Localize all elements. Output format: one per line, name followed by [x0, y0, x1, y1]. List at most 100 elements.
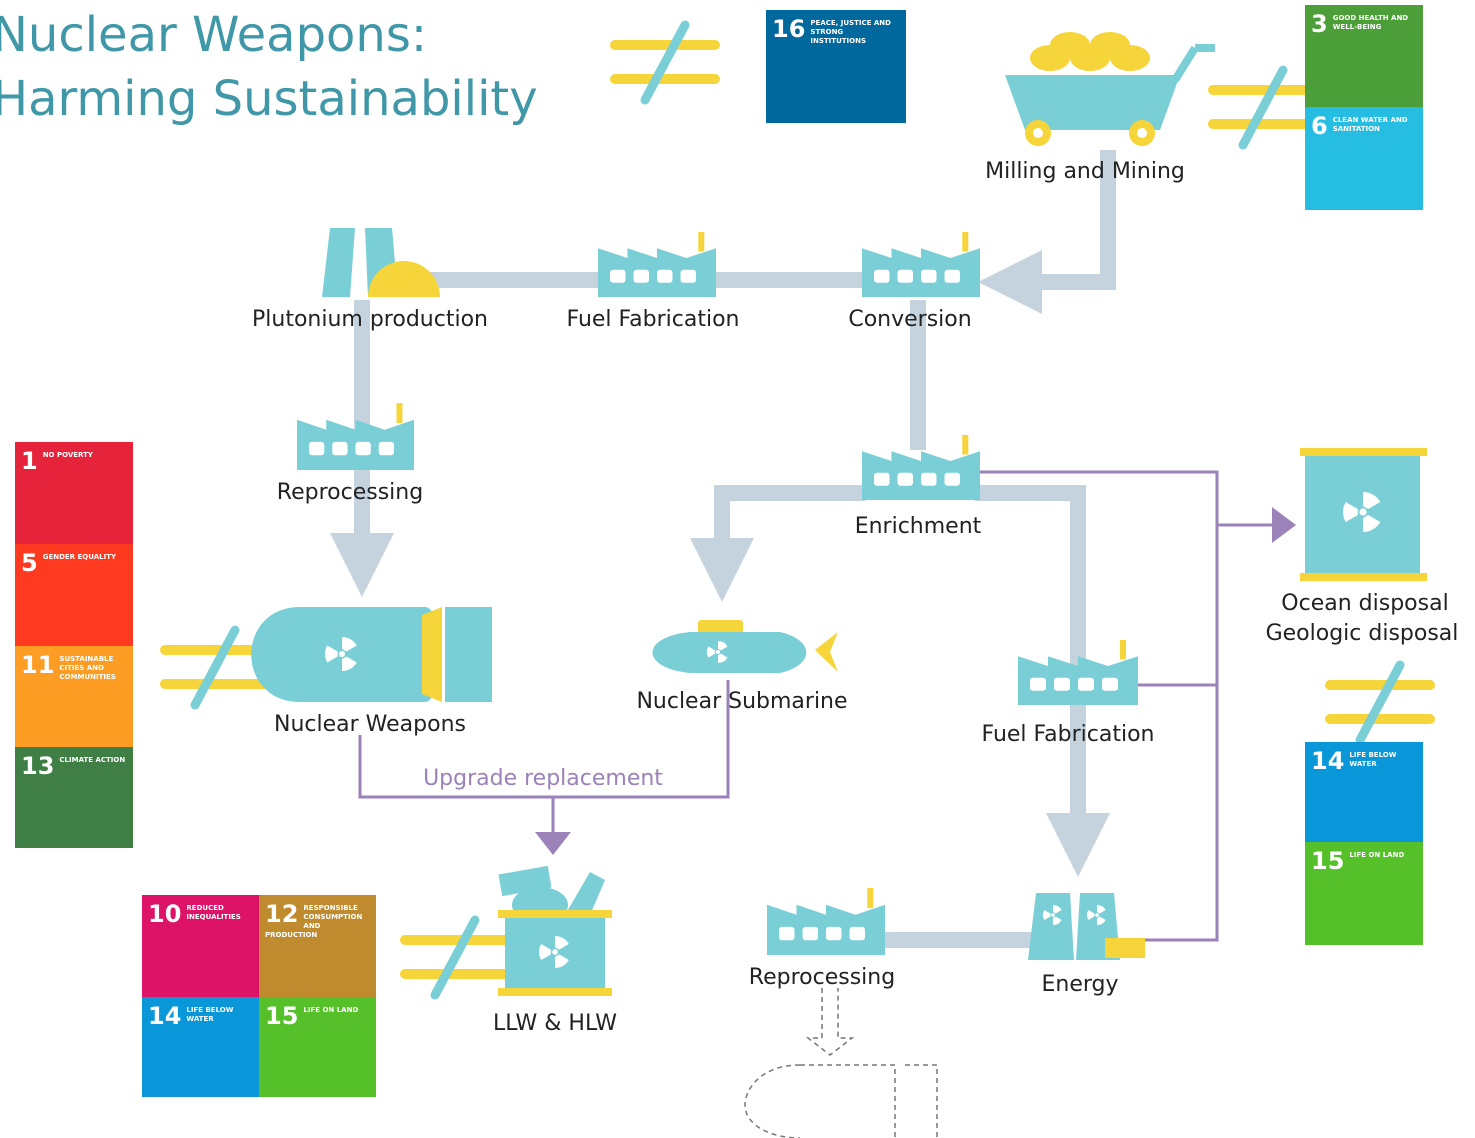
bin-base	[498, 988, 612, 996]
sdg-tile: 6CLEAN WATER AND SANITATION	[1305, 107, 1423, 210]
node-label: Plutonium production	[252, 307, 488, 332]
wheel	[1033, 128, 1043, 138]
sdg-tile: 11SUSTAINABLE CITIES AND COMMUNITIES	[15, 646, 133, 747]
window	[874, 270, 890, 283]
window	[874, 473, 890, 486]
window	[379, 442, 394, 455]
node-label: Conversion	[848, 307, 971, 332]
barrel-rim	[1300, 573, 1427, 581]
not-equal	[400, 969, 510, 979]
not-equal	[645, 25, 685, 100]
trefoil	[716, 650, 720, 654]
node-label: Geologic disposal	[1266, 621, 1459, 646]
arrowhead	[535, 832, 571, 855]
window	[1102, 678, 1118, 691]
tower	[1028, 893, 1074, 960]
sdg-number: 16	[772, 16, 805, 42]
waste-item	[565, 872, 605, 915]
node-label: Milling and Mining	[985, 159, 1185, 184]
window	[1078, 678, 1094, 691]
sdg-tile: 15LIFE ON LAND	[1305, 842, 1423, 945]
not-equal	[610, 74, 720, 84]
node-label: Enrichment	[855, 514, 982, 539]
not-equal	[610, 40, 720, 50]
window	[850, 927, 866, 940]
trefoil	[1095, 913, 1099, 917]
icons	[160, 25, 1435, 996]
node-label: Fuel Fabrication	[982, 722, 1155, 747]
sdg-number: 15	[1311, 848, 1344, 874]
chimney	[867, 888, 873, 908]
chimney	[396, 403, 402, 423]
window	[309, 442, 324, 455]
sdg-number: 11	[21, 652, 54, 678]
node-label: Reprocessing	[749, 965, 895, 990]
window	[779, 927, 795, 940]
chimney	[962, 232, 968, 252]
bomb-tail	[445, 607, 492, 702]
arrow	[722, 493, 865, 570]
sdg-number: 14	[1311, 748, 1344, 774]
node-label: Nuclear Submarine	[636, 689, 847, 714]
barrel-rim	[1300, 448, 1427, 456]
window	[610, 270, 626, 283]
not-equal	[1325, 714, 1435, 724]
page: Nuclear Weapons: Harming Sustainability …	[0, 0, 1475, 1138]
battery	[1105, 938, 1145, 958]
trefoil	[552, 949, 558, 955]
submarine	[653, 632, 807, 673]
window	[898, 473, 914, 486]
not-equal	[1360, 665, 1400, 740]
propeller	[815, 632, 838, 672]
gold	[1090, 32, 1130, 58]
sdg-number: 13	[21, 753, 54, 779]
sail	[698, 620, 743, 634]
sdg-number: 14	[148, 1003, 181, 1029]
arrowhead	[1272, 507, 1296, 543]
disposal-line	[980, 472, 1217, 940]
cart-handle	[1175, 48, 1195, 80]
bin-lid	[498, 910, 612, 918]
gold	[1050, 32, 1090, 58]
sdg-number: 15	[265, 1003, 298, 1029]
not-equal	[435, 920, 475, 995]
flow-arrows	[362, 150, 1108, 940]
sdg-number: 1	[21, 448, 38, 474]
bomb-ring	[422, 607, 442, 702]
not-equal	[1325, 680, 1435, 690]
window	[898, 270, 914, 283]
not-equal	[195, 630, 235, 705]
not-equal	[160, 679, 270, 689]
window	[356, 442, 371, 455]
sdg-number: 6	[1311, 113, 1328, 139]
not-equal	[1243, 70, 1283, 145]
chimney	[962, 435, 968, 455]
window	[681, 270, 697, 283]
window	[1030, 678, 1046, 691]
window	[1054, 678, 1070, 691]
title-line: Nuclear Weapons:	[0, 7, 427, 63]
window	[803, 927, 819, 940]
chimney	[698, 232, 704, 252]
trefoil	[1359, 508, 1366, 515]
node-label: Reprocessing	[277, 480, 423, 505]
dashed-arrow	[745, 988, 937, 1138]
not-equal	[1208, 85, 1318, 95]
node-label: Ocean disposal	[1281, 591, 1448, 616]
node-label: Fuel Fabrication	[567, 307, 740, 332]
not-equal	[400, 935, 510, 945]
window	[826, 927, 842, 940]
node-label: Nuclear Weapons	[274, 712, 466, 737]
node-label: LLW & HLW	[493, 1011, 617, 1036]
window	[332, 442, 347, 455]
trefoil	[1051, 913, 1055, 917]
wheel	[1137, 128, 1147, 138]
cart	[1005, 75, 1180, 130]
